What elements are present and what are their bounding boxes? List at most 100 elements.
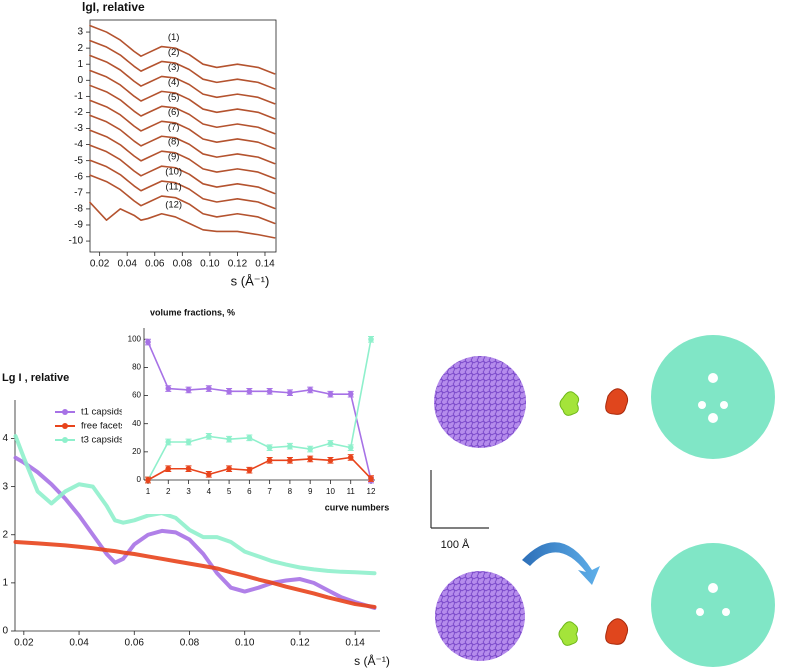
data-point bbox=[185, 465, 192, 472]
data-point bbox=[145, 477, 151, 483]
scale-bar-label: 100 Å bbox=[441, 538, 470, 551]
data-point bbox=[368, 475, 374, 482]
data-point bbox=[165, 465, 172, 472]
y-tick-label: 3 bbox=[2, 481, 8, 492]
curve-label: (4) bbox=[168, 77, 180, 88]
x-tick-label: 0.02 bbox=[90, 259, 110, 270]
curve-label: (10) bbox=[165, 167, 182, 178]
y-tick-label: 3 bbox=[77, 27, 83, 38]
x-tick-label: 0.10 bbox=[235, 638, 255, 649]
x-axis-label: s (Å⁻¹) bbox=[231, 273, 270, 288]
data-point bbox=[327, 391, 334, 397]
curve-label: (3) bbox=[168, 62, 180, 73]
data-point bbox=[347, 454, 354, 461]
curve-label: (6) bbox=[168, 107, 180, 118]
series-line bbox=[89, 114, 276, 165]
y-tick-label: 80 bbox=[132, 363, 141, 372]
series-line bbox=[89, 99, 276, 150]
x-tick-label: 0.14 bbox=[345, 638, 365, 649]
x-tick-label: 0.06 bbox=[125, 638, 145, 649]
x-tick-label: 3 bbox=[186, 487, 191, 496]
y-tick-label: 60 bbox=[132, 391, 141, 400]
facet-image bbox=[605, 618, 629, 645]
x-tick-label: 1 bbox=[146, 487, 151, 496]
data-point bbox=[287, 443, 293, 450]
series-line bbox=[89, 69, 276, 120]
x-tick-label: 8 bbox=[288, 487, 293, 496]
data-point bbox=[165, 385, 172, 392]
x-tick-label: 0.04 bbox=[117, 259, 137, 270]
legend-marker bbox=[62, 423, 68, 429]
data-point bbox=[226, 465, 232, 472]
y-tick-label: -4 bbox=[74, 139, 83, 150]
data-point bbox=[287, 389, 293, 396]
y-tick-label: 100 bbox=[128, 334, 142, 343]
curve-label: (12) bbox=[165, 199, 182, 210]
data-point bbox=[327, 457, 334, 464]
t1-capsid-image bbox=[434, 356, 526, 448]
y-tick-label: 2 bbox=[77, 43, 83, 54]
series-line bbox=[89, 24, 276, 75]
capsid-pore bbox=[720, 401, 728, 409]
series-line bbox=[89, 159, 276, 210]
facet-image bbox=[605, 388, 629, 415]
y-tick-label: -10 bbox=[69, 236, 84, 247]
capsid-pore bbox=[698, 401, 706, 409]
y-tick-label: -6 bbox=[74, 171, 83, 182]
series-line bbox=[147, 456, 372, 481]
series-line bbox=[13, 539, 377, 609]
series-line bbox=[89, 129, 276, 180]
curve-label: (5) bbox=[168, 92, 180, 103]
legend-label: t3 capsids bbox=[81, 435, 124, 446]
data-point bbox=[246, 388, 253, 395]
data-point bbox=[206, 471, 212, 478]
x-tick-label: 0.08 bbox=[180, 638, 200, 649]
curve-label: (1) bbox=[168, 32, 180, 43]
x-tick-label: 11 bbox=[347, 487, 356, 496]
data-point bbox=[266, 444, 273, 451]
curve-label: (8) bbox=[168, 137, 180, 148]
data-point bbox=[246, 434, 253, 441]
series-line bbox=[89, 39, 276, 90]
data-point bbox=[226, 436, 232, 442]
plot-frame bbox=[89, 19, 277, 253]
data-point bbox=[185, 387, 192, 393]
x-tick-label: 4 bbox=[207, 487, 212, 496]
y-tick-label: 4 bbox=[2, 433, 8, 444]
y-tick-label: 40 bbox=[132, 419, 141, 428]
facet-image bbox=[558, 621, 579, 646]
series-line bbox=[89, 144, 276, 195]
x-tick-label: 0.06 bbox=[145, 259, 165, 270]
t1-capsid-image bbox=[435, 571, 525, 661]
y-tick-label: -8 bbox=[74, 204, 83, 215]
x-axis-label: curve numbers bbox=[325, 502, 390, 512]
capsid-pore bbox=[722, 608, 730, 616]
chart-title: volume fractions, % bbox=[150, 307, 235, 317]
series-line bbox=[89, 174, 276, 225]
y-tick-label: -2 bbox=[74, 107, 83, 118]
y-tick-label: 1 bbox=[77, 59, 83, 70]
y-tick-label: -5 bbox=[74, 155, 83, 166]
x-tick-label: 9 bbox=[308, 487, 313, 496]
x-tick-label: 0.04 bbox=[69, 638, 89, 649]
curve-label: (2) bbox=[168, 47, 180, 58]
capsid-pore bbox=[708, 583, 718, 593]
data-point bbox=[347, 444, 354, 451]
series-line bbox=[13, 455, 377, 610]
data-point bbox=[266, 388, 273, 395]
x-tick-label: 10 bbox=[326, 487, 335, 496]
curve-label: (11) bbox=[166, 182, 182, 193]
x-tick-label: 0.12 bbox=[228, 259, 248, 270]
curve-label: (7) bbox=[168, 122, 180, 133]
x-tick-label: 7 bbox=[267, 487, 272, 496]
molecule-illustration: 100 Å bbox=[430, 335, 775, 667]
data-point bbox=[287, 457, 293, 464]
x-tick-label: 0.12 bbox=[290, 638, 310, 649]
x-tick-label: 2 bbox=[166, 487, 171, 496]
y-tick-label: 2 bbox=[2, 529, 8, 540]
data-point bbox=[307, 446, 313, 452]
data-point bbox=[206, 433, 212, 440]
x-axis-label: s (Å⁻¹) bbox=[354, 653, 390, 668]
